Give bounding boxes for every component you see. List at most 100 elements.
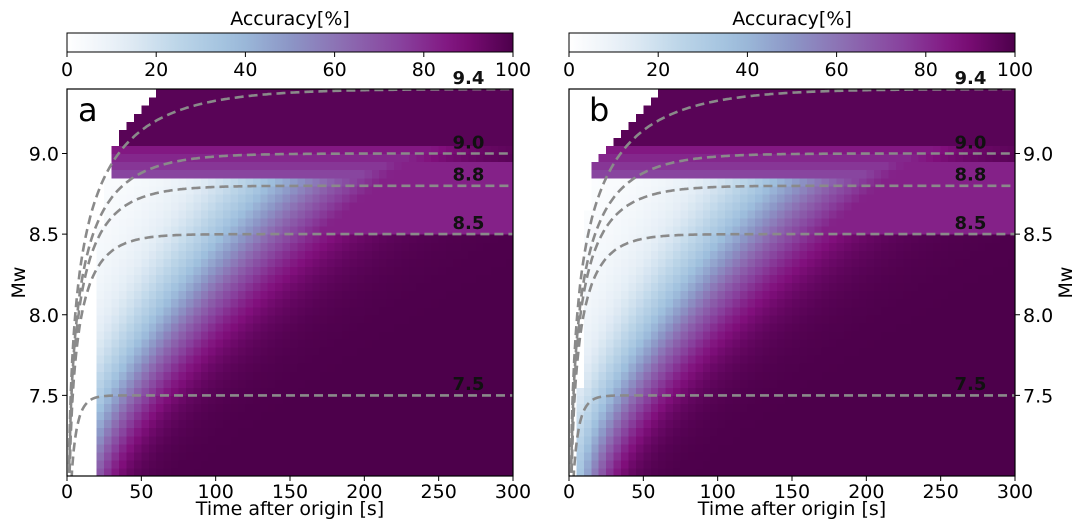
- heatmap-cell: [490, 459, 499, 469]
- heatmap-cell: [498, 121, 507, 130]
- heatmap-cell: [702, 338, 711, 348]
- heatmap-cell: [732, 121, 741, 130]
- heatmap-cell: [784, 395, 793, 405]
- heatmap-cell: [650, 395, 659, 405]
- heatmap-cell: [185, 419, 194, 429]
- heatmap-cell: [104, 145, 113, 155]
- heatmap-cell: [665, 467, 674, 477]
- heatmap-cell: [702, 371, 711, 380]
- heatmap-cell: [777, 177, 786, 187]
- heatmap-cell: [606, 242, 615, 251]
- heatmap-cell: [460, 266, 469, 276]
- heatmap-cell: [171, 427, 180, 437]
- heatmap-cell: [792, 129, 801, 138]
- heatmap-cell: [119, 274, 128, 284]
- heatmap-cell: [628, 218, 637, 227]
- heatmap-cell: [490, 467, 499, 477]
- heatmap-cell: [453, 330, 462, 340]
- heatmap-cell: [873, 443, 882, 453]
- heatmap-cell: [777, 218, 786, 227]
- heatmap-cell: [297, 218, 306, 227]
- heatmap-cell: [379, 443, 388, 453]
- heatmap-cell: [665, 226, 674, 235]
- heatmap-cell: [658, 121, 667, 130]
- heatmap-cell: [379, 89, 388, 98]
- heatmap-cell: [297, 177, 306, 187]
- heatmap-cell: [111, 290, 120, 300]
- heatmap-cell: [725, 338, 734, 348]
- heatmap-cell: [754, 137, 763, 147]
- heatmap-cell: [319, 89, 328, 98]
- heatmap-cell: [148, 145, 157, 155]
- heatmap-cell: [598, 250, 607, 259]
- heatmap-cell: [423, 129, 432, 138]
- heatmap-cell: [342, 209, 351, 219]
- heatmap-cell: [821, 298, 830, 308]
- heatmap-cell: [792, 97, 801, 106]
- heatmap-cell: [658, 234, 667, 243]
- heatmap-cell: [583, 411, 592, 421]
- heatmap-cell: [844, 209, 853, 219]
- heatmap-cell: [96, 435, 105, 445]
- heatmap-cell: [628, 89, 637, 98]
- heatmap-cell: [200, 451, 209, 461]
- heatmap-cell: [282, 234, 291, 243]
- heatmap-cell: [460, 121, 469, 130]
- heatmap-cell: [613, 355, 622, 364]
- heatmap-cell: [650, 97, 659, 106]
- heatmap-cell: [732, 363, 741, 372]
- heatmap-cell: [844, 218, 853, 227]
- heatmap-cell: [371, 355, 380, 364]
- heatmap-cell: [119, 443, 128, 453]
- heatmap-cell: [423, 379, 432, 388]
- heatmap-cell: [739, 338, 748, 348]
- heatmap-cell: [334, 330, 343, 340]
- heatmap-cell: [460, 234, 469, 243]
- heatmap-cell: [784, 443, 793, 453]
- heatmap-cell: [104, 153, 113, 163]
- colorbar-tick-label: 40: [735, 59, 759, 81]
- heatmap-cell: [185, 129, 194, 138]
- heatmap-cell: [673, 467, 682, 477]
- heatmap-cell: [784, 379, 793, 388]
- heatmap-cell: [702, 201, 711, 211]
- heatmap-cell: [193, 105, 202, 114]
- heatmap-cell: [312, 169, 321, 179]
- heatmap-cell: [252, 451, 261, 461]
- heatmap-cell: [334, 274, 343, 284]
- heatmap-cell: [252, 371, 261, 380]
- heatmap-cell: [438, 338, 447, 348]
- heatmap-cell: [96, 443, 105, 453]
- heatmap-cell: [505, 153, 514, 163]
- heatmap-cell: [297, 201, 306, 211]
- heatmap-cell: [304, 435, 313, 445]
- colorbar: Accuracy[%]0 20 40 60 80 100: [563, 8, 1033, 81]
- heatmap-cell: [754, 234, 763, 243]
- heatmap-cell: [498, 411, 507, 421]
- heatmap-cell: [650, 338, 659, 348]
- heatmap-cell: [185, 298, 194, 308]
- heatmap-cell: [74, 169, 83, 179]
- heatmap-cell: [364, 322, 373, 332]
- heatmap-cell: [658, 153, 667, 163]
- heatmap-cell: [769, 218, 778, 227]
- heatmap-cell: [836, 411, 845, 421]
- heatmap-cell: [208, 258, 217, 267]
- heatmap-cell: [349, 209, 358, 219]
- heatmap-cell: [304, 338, 313, 348]
- heatmap-cell: [267, 314, 276, 324]
- heatmap-cell: [342, 306, 351, 316]
- heatmap-cell: [438, 185, 447, 195]
- heatmap-cell: [230, 121, 239, 130]
- heatmap-cell: [598, 242, 607, 251]
- heatmap-cell: [858, 97, 867, 106]
- heatmap-cell: [312, 193, 321, 203]
- heatmap-cell: [438, 161, 447, 171]
- heatmap-cell: [621, 363, 630, 372]
- heatmap-cell: [223, 467, 232, 477]
- heatmap-cell: [673, 137, 682, 147]
- heatmap-cell: [119, 306, 128, 316]
- heatmap-cell: [673, 435, 682, 445]
- heatmap-cell: [866, 467, 875, 477]
- heatmap-cell: [260, 250, 269, 259]
